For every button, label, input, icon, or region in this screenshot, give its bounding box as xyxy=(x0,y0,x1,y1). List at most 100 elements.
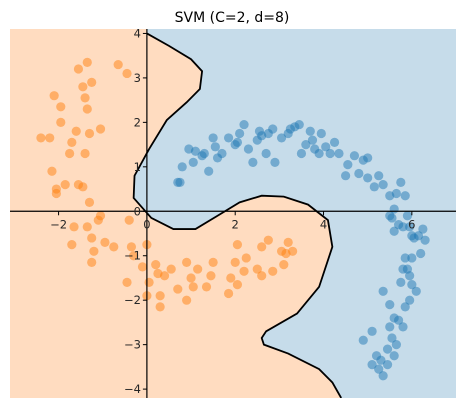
point-class-0 xyxy=(47,166,57,176)
point-class-1 xyxy=(400,191,410,201)
point-class-1 xyxy=(325,148,335,159)
point-class-1 xyxy=(374,364,384,374)
point-class-1 xyxy=(374,171,384,181)
point-class-1 xyxy=(208,133,218,143)
point-class-1 xyxy=(378,286,388,296)
point-class-0 xyxy=(182,295,192,305)
point-class-1 xyxy=(407,253,417,263)
point-class-0 xyxy=(223,288,234,299)
ticks: −2 0 2 4 6 −4 −3 −2 −1 0 1 2 3 4 xyxy=(50,26,415,396)
point-class-1 xyxy=(190,146,201,156)
point-class-0 xyxy=(56,102,66,112)
x-tick-label: −2 xyxy=(50,217,67,231)
point-class-1 xyxy=(294,119,304,130)
point-class-1 xyxy=(367,326,377,336)
point-class-0 xyxy=(201,282,212,292)
point-class-1 xyxy=(405,222,415,232)
region-class-1 xyxy=(133,29,456,398)
point-class-0 xyxy=(87,257,97,268)
point-class-0 xyxy=(126,242,137,252)
point-class-0 xyxy=(87,233,97,243)
point-class-1 xyxy=(329,137,340,147)
point-class-1 xyxy=(367,360,377,370)
point-class-0 xyxy=(129,251,139,261)
y-tick-label: −4 xyxy=(124,382,141,396)
point-class-0 xyxy=(193,264,203,274)
point-class-0 xyxy=(206,271,216,281)
point-class-0 xyxy=(93,215,103,225)
point-class-1 xyxy=(268,124,278,134)
y-tick-label: 0 xyxy=(134,204,141,218)
y-tick-label: 1 xyxy=(134,160,141,174)
point-class-1 xyxy=(341,171,351,181)
point-class-0 xyxy=(109,242,119,252)
point-class-0 xyxy=(67,137,77,147)
point-class-0 xyxy=(69,222,79,232)
point-class-0 xyxy=(84,128,95,139)
point-class-0 xyxy=(263,235,273,245)
point-class-1 xyxy=(358,335,368,345)
point-class-0 xyxy=(80,93,90,103)
point-class-0 xyxy=(188,282,198,292)
x-tick-label: 6 xyxy=(408,217,415,231)
point-class-0 xyxy=(288,246,298,256)
point-class-1 xyxy=(398,322,408,332)
point-class-0 xyxy=(232,240,243,250)
point-class-0 xyxy=(173,284,183,294)
point-class-0 xyxy=(230,257,240,268)
point-class-0 xyxy=(166,264,176,274)
point-class-1 xyxy=(305,126,315,136)
point-class-1 xyxy=(371,351,382,361)
point-class-0 xyxy=(257,271,267,281)
point-class-1 xyxy=(382,344,393,354)
point-class-1 xyxy=(239,119,249,130)
y-tick-label: 4 xyxy=(134,26,141,40)
point-class-1 xyxy=(276,133,287,143)
point-class-1 xyxy=(385,300,395,310)
point-class-0 xyxy=(65,148,75,159)
point-class-1 xyxy=(396,277,406,288)
point-class-1 xyxy=(411,286,421,296)
point-class-1 xyxy=(363,153,373,163)
point-class-1 xyxy=(217,148,227,159)
point-class-0 xyxy=(144,277,154,288)
point-class-1 xyxy=(296,148,307,159)
point-class-1 xyxy=(270,157,280,167)
point-class-1 xyxy=(418,224,428,234)
point-class-1 xyxy=(349,151,360,161)
point-class-1 xyxy=(398,222,408,232)
point-class-1 xyxy=(382,360,393,370)
point-class-1 xyxy=(391,340,401,350)
decision-regions xyxy=(10,29,456,398)
point-class-1 xyxy=(420,235,430,245)
point-class-0 xyxy=(89,246,99,256)
point-class-0 xyxy=(155,291,165,301)
y-tick-label: 2 xyxy=(134,115,141,129)
point-class-0 xyxy=(82,222,92,232)
point-class-1 xyxy=(378,371,388,381)
point-class-0 xyxy=(159,271,170,281)
point-class-0 xyxy=(182,257,192,268)
point-class-0 xyxy=(56,117,66,127)
y-tick-label: −1 xyxy=(124,249,141,263)
point-class-0 xyxy=(60,180,70,190)
point-class-0 xyxy=(80,148,90,159)
point-class-0 xyxy=(155,302,165,312)
chart-title: SVM (C=2, d=8) xyxy=(175,10,290,26)
point-class-0 xyxy=(95,124,106,134)
point-class-1 xyxy=(199,148,209,159)
point-class-1 xyxy=(407,280,417,290)
point-class-0 xyxy=(36,133,46,143)
point-class-0 xyxy=(51,184,61,194)
point-class-1 xyxy=(188,157,198,167)
point-class-1 xyxy=(378,180,388,190)
point-class-1 xyxy=(175,177,185,187)
point-class-0 xyxy=(78,82,88,92)
point-class-0 xyxy=(257,242,267,252)
point-class-0 xyxy=(283,237,293,247)
point-class-0 xyxy=(71,126,81,136)
point-class-1 xyxy=(363,173,373,183)
point-class-0 xyxy=(268,266,278,276)
point-class-1 xyxy=(210,142,220,152)
